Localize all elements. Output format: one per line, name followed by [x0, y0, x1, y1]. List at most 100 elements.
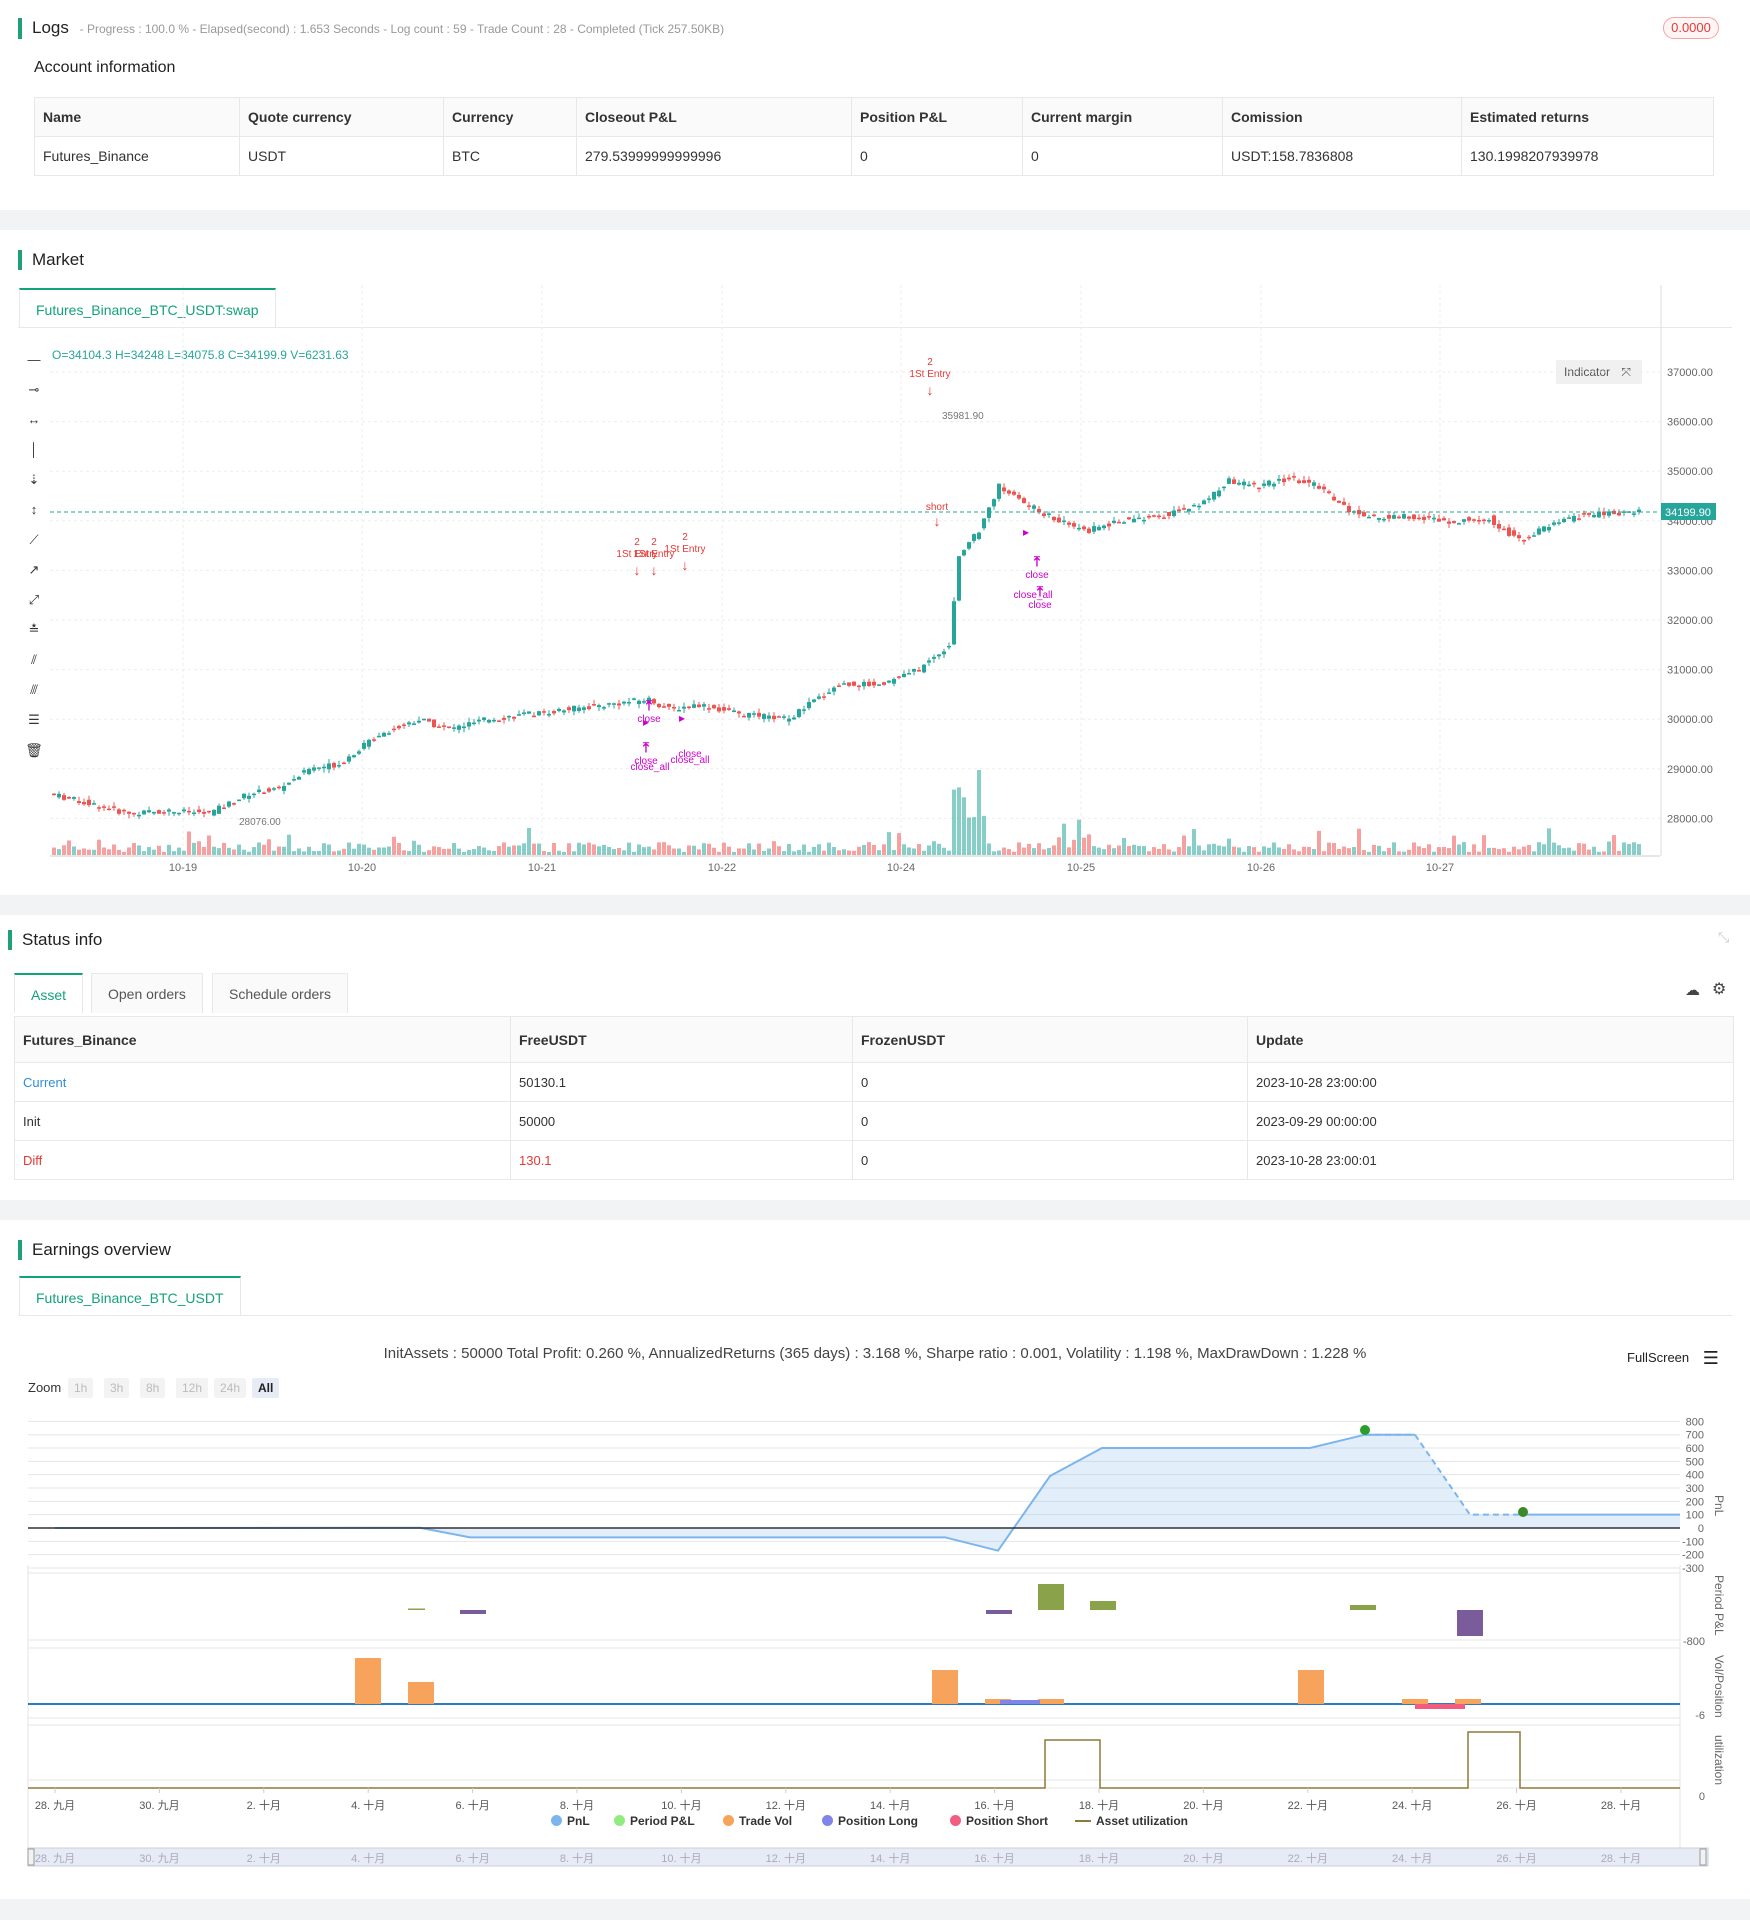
fullscreen-button[interactable]: FullScreen ☰ [1627, 1348, 1719, 1369]
date-tick-label: 10-21 [528, 862, 556, 874]
arrow-line-tool-icon[interactable]: ⤢ [28, 592, 40, 607]
volume-bar [232, 849, 236, 855]
zoom-24h[interactable]: 24h [214, 1378, 247, 1398]
candle-body [612, 703, 616, 705]
tab-earnings-symbol[interactable]: Futures_Binance_BTC_USDT [19, 1276, 241, 1316]
volume-bar [837, 850, 841, 855]
legend-item-trade-vol[interactable]: Trade Vol [723, 1814, 792, 1828]
candle-body [572, 705, 576, 712]
volume-bar [57, 849, 61, 855]
navigator-date-label: 20. 十月 [1183, 1851, 1223, 1865]
legend-item-position-short[interactable]: Position Short [950, 1814, 1048, 1828]
channel-tool-icon[interactable]: ⫻ [30, 682, 38, 697]
volume-bar [697, 849, 701, 855]
volume-bar [92, 849, 96, 855]
tab-open-orders[interactable]: Open orders [91, 973, 203, 1013]
zoom-8h[interactable]: 8h [140, 1378, 166, 1398]
navigator-handle-left[interactable] [27, 1848, 35, 1866]
volume-bar [307, 846, 311, 855]
volume-bar [687, 845, 691, 855]
volume-bar [512, 845, 516, 855]
candle-body [487, 720, 491, 723]
volume-bar [1347, 848, 1351, 855]
zoom-12h[interactable]: 12h [176, 1378, 209, 1398]
trend-line-tool-icon[interactable]: ⟋ [29, 532, 39, 547]
candle-body [282, 785, 286, 791]
account-row: Futures_Binance USDT BTC 279.53999999999… [34, 136, 1714, 176]
volume-bar [612, 849, 616, 855]
cloud-download-icon[interactable]: ☁ [1685, 982, 1700, 999]
volume-bar [842, 849, 846, 855]
volume-bar [1432, 851, 1436, 855]
candle-body [392, 728, 396, 731]
parallel-line-tool-icon[interactable]: ⫽ [31, 652, 37, 667]
volume-bar [1052, 845, 1056, 855]
horizontal-segment-tool-icon[interactable]: ↔ [27, 412, 41, 427]
volume-bar [212, 846, 216, 855]
tab-schedule-orders[interactable]: Schedule orders [212, 973, 348, 1013]
zoom-3h[interactable]: 3h [104, 1378, 130, 1398]
volume-bar [667, 845, 671, 855]
collapse-icon[interactable]: ⤡ [1718, 929, 1730, 945]
volume-bar [132, 843, 136, 855]
close-label: close [1028, 600, 1052, 611]
vertical-segment-tool-icon[interactable]: ↕ [30, 502, 38, 517]
zoom-1h[interactable]: 1h [68, 1378, 94, 1398]
logs-title-text: Logs [32, 18, 69, 37]
volume-bar [1282, 849, 1286, 855]
volume-bar [1507, 851, 1511, 855]
close-all-label: close_all [631, 762, 670, 773]
navigator-handle-right[interactable] [1699, 1848, 1707, 1866]
horizontal-ray-tool-icon[interactable]: ⊸ [28, 382, 40, 397]
volume-bar [1257, 851, 1261, 855]
zoom-all[interactable]: All [252, 1378, 280, 1398]
candle-body [1142, 519, 1146, 522]
candle-body [1317, 485, 1321, 489]
vertical-ray-tool-icon[interactable]: ⇣ [28, 472, 40, 487]
legend-item-asset-utilization[interactable]: Asset utilization [1075, 1814, 1188, 1828]
candle-body [1402, 514, 1406, 519]
asset-header: FrozenUSDT [852, 1016, 1248, 1063]
tab-market-symbol[interactable]: Futures_Binance_BTC_USDT:swap [19, 288, 276, 328]
volume-bar [1287, 844, 1291, 855]
volume-bar [997, 850, 1001, 855]
volume-bar [112, 844, 116, 855]
ray-line-tool-icon[interactable]: ↗ [28, 562, 40, 577]
candle-body [152, 811, 156, 814]
volume-bar [327, 844, 331, 855]
axis-title-vol: Vol/Position [1712, 1655, 1726, 1718]
gear-icon[interactable]: ⚙ [1712, 981, 1727, 998]
navigator-date-label: 24. 十月 [1392, 1851, 1432, 1865]
volume-bar [1197, 845, 1201, 855]
horizontal-line-tool-icon[interactable]: — [27, 352, 41, 367]
candle-body [972, 534, 976, 541]
volume-bar [1212, 843, 1216, 855]
candle-body [1427, 516, 1431, 518]
vertical-line-tool-icon[interactable]: │ [29, 442, 39, 457]
price-line-tool-icon[interactable]: ≛ [28, 622, 40, 637]
tab-underline [18, 1315, 1732, 1316]
candle-body [1332, 496, 1336, 501]
volume-bar [1277, 847, 1281, 855]
legend-item-position-long[interactable]: Position Long [822, 1814, 918, 1828]
volume-bar [267, 839, 271, 855]
volume-bar [452, 843, 456, 855]
legend-item-period-p-l[interactable]: Period P&L [614, 1814, 695, 1828]
candle-body [947, 645, 951, 648]
legend-item-pnl[interactable]: PnL [551, 1814, 590, 1828]
tab-asset[interactable]: Asset [14, 973, 84, 1013]
candlestick-chart[interactable]: 37000.0036000.0035000.0034000.0033000.00… [0, 230, 1750, 895]
candle-body [1407, 516, 1411, 519]
candle-body [1007, 490, 1011, 494]
trash-icon[interactable]: 🗑 [25, 742, 43, 758]
candle-body [377, 735, 381, 738]
volume-bar [1457, 844, 1461, 855]
volume-bar [887, 832, 891, 855]
volume-bar [892, 850, 896, 855]
volume-bar [1182, 835, 1186, 855]
fibonacci-tool-icon[interactable]: ☰ [28, 712, 40, 727]
navigator-date-label: 14. 十月 [870, 1851, 910, 1865]
fullscreen-label: FullScreen [1627, 1350, 1690, 1365]
volume-bar [367, 847, 371, 855]
